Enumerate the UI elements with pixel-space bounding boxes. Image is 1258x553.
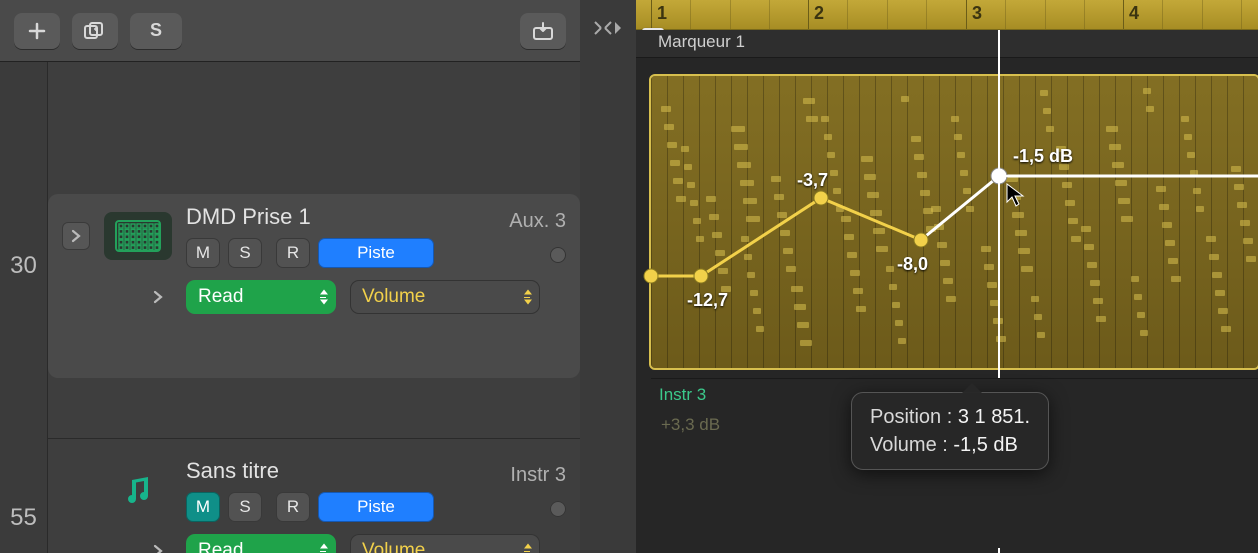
bar-number: 4 — [1129, 3, 1139, 24]
track-title: Sans titre — [186, 458, 279, 484]
record-button[interactable]: R — [276, 492, 310, 522]
channel-label: Aux. 3 — [509, 210, 566, 233]
arrange-editor[interactable]: 1 2 3 4 Marqueur 1 -12,7 -3,7 -8,0 -1,5 dB Ins… — [636, 0, 1258, 553]
tooltip-position-value: 3 1 851. — [958, 406, 1030, 428]
automation-point-label: -1,5 dB — [1013, 146, 1073, 167]
marker-label[interactable]: Marqueur 1 — [658, 32, 745, 52]
track-icon[interactable] — [104, 212, 172, 260]
midi-region[interactable] — [651, 76, 1258, 368]
bar-number: 3 — [972, 3, 982, 24]
automation-point-label: -8,0 — [897, 254, 928, 275]
crosshair-horizontal — [999, 175, 1258, 177]
timeline-ruler[interactable]: 1 2 3 4 — [636, 0, 1258, 30]
track-title: DMD Prise 1 — [186, 204, 311, 230]
import-button[interactable] — [520, 13, 566, 49]
mute-button[interactable]: M — [186, 492, 220, 522]
track-number: 55 — [0, 504, 47, 532]
automation-disclosure[interactable] — [144, 544, 172, 553]
solo-button[interactable]: S — [228, 238, 262, 268]
divider-gutter[interactable] — [580, 0, 636, 553]
track-number-column: 30 55 — [0, 62, 48, 553]
disclosure-button[interactable] — [62, 222, 90, 250]
region-label: Instr 3 — [659, 385, 706, 405]
marker-strip[interactable]: Marqueur 1 — [636, 30, 1258, 58]
track-icon[interactable] — [104, 466, 172, 514]
toolbar: S — [0, 0, 580, 62]
automation-param-select[interactable]: Volume — [350, 534, 540, 553]
record-indicator[interactable] — [550, 501, 566, 517]
mute-button[interactable]: M — [186, 238, 220, 268]
automation-mode-select[interactable]: Read — [186, 280, 336, 314]
bar-number: 1 — [657, 3, 667, 24]
tooltip-position-label: Position : — [870, 406, 952, 428]
record-button[interactable]: R — [276, 238, 310, 268]
automation-point-label: -3,7 — [797, 170, 828, 191]
automation-tooltip: Position : 3 1 851. Volume : -1,5 dB — [851, 392, 1049, 470]
piste-button[interactable]: Piste — [318, 492, 434, 522]
track-header[interactable]: Sans titre M S R Piste Instr 3 Read Volu… — [48, 448, 580, 553]
track-header[interactable]: DMD Prise 1 M S R Piste Aux. 3 Read Volu… — [48, 194, 580, 378]
channel-label: Instr 3 — [510, 464, 566, 487]
global-solo-button[interactable]: S — [130, 13, 182, 49]
solo-button[interactable]: S — [228, 492, 262, 522]
ghost-db-label: +3,3 dB — [661, 415, 720, 435]
piste-button[interactable]: Piste — [318, 238, 434, 268]
duplicate-track-button[interactable] — [72, 13, 118, 49]
automation-point-label: -12,7 — [687, 290, 728, 311]
automation-param-select[interactable]: Volume — [350, 280, 540, 314]
track-number: 30 — [0, 252, 47, 280]
automation-mode-select[interactable]: Read — [186, 534, 336, 553]
tooltip-volume-value: -1,5 dB — [953, 434, 1017, 456]
record-indicator[interactable] — [550, 247, 566, 263]
bar-number: 2 — [814, 3, 824, 24]
add-track-button[interactable] — [14, 13, 60, 49]
tooltip-volume-label: Volume : — [870, 434, 948, 456]
automation-disclosure[interactable] — [144, 290, 172, 304]
